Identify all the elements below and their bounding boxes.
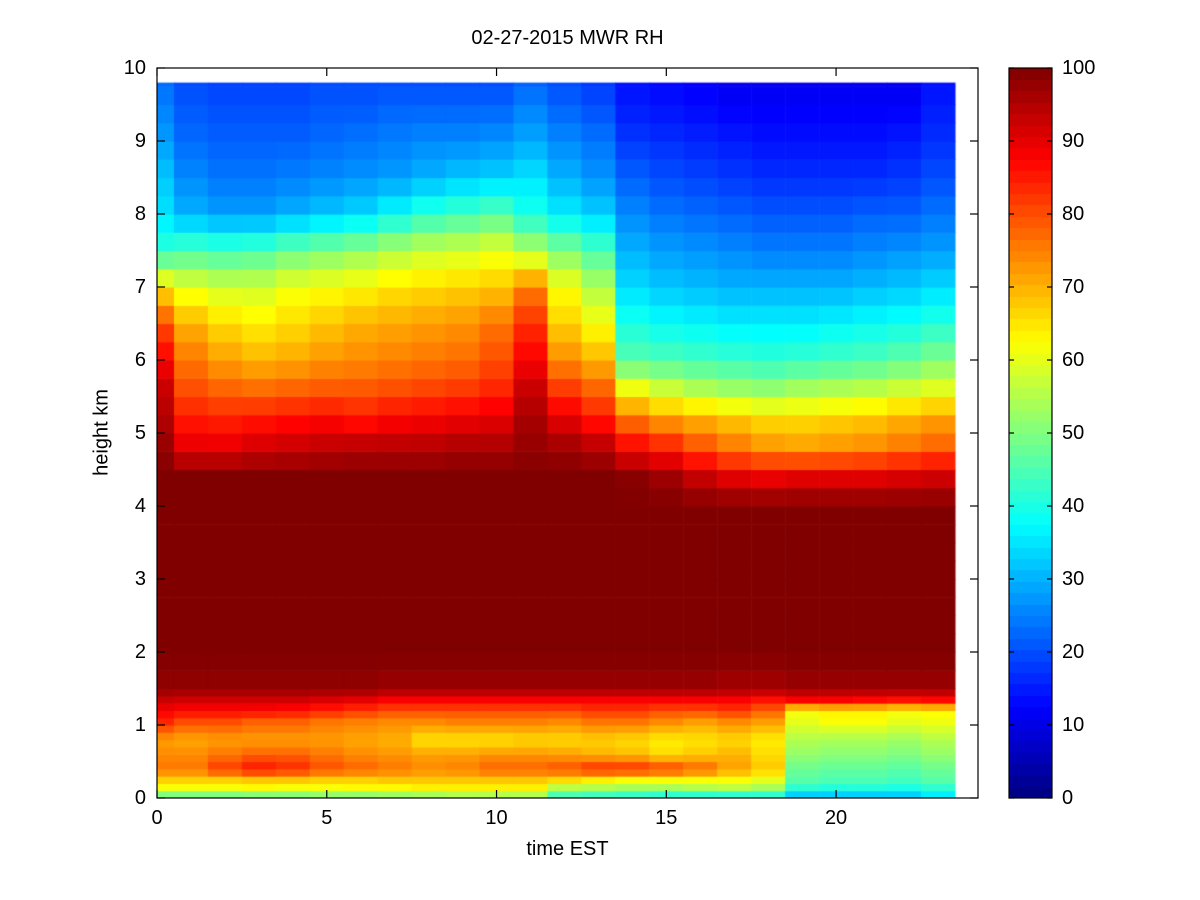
y-tick-label: 9: [134, 130, 146, 152]
colorbar-tick-label: 20: [1062, 641, 1085, 663]
y-tick-label: 10: [123, 57, 146, 79]
colorbar-tick-label: 0: [1062, 787, 1074, 809]
colorbar-tick-label: 70: [1062, 276, 1085, 298]
x-tick-label: 20: [824, 807, 848, 829]
colorbar-tick-label: 90: [1062, 130, 1085, 152]
y-tick-label: 4: [134, 495, 146, 517]
y-tick-label: 0: [134, 787, 146, 809]
y-tick-label: 7: [134, 276, 146, 298]
y-tick-label: 8: [134, 203, 146, 225]
colorbar-tick-label: 100: [1062, 57, 1096, 79]
y-tick-label: 3: [134, 568, 146, 590]
colorbar-tick-label: 40: [1062, 495, 1085, 517]
x-tick-label: 5: [321, 807, 333, 829]
x-axis-label: time EST: [526, 838, 609, 860]
y-tick-label: 5: [134, 422, 146, 444]
colorbar-tick-label: 80: [1062, 203, 1085, 225]
heatmap-canvas: [157, 68, 978, 798]
x-tick-label: 10: [485, 807, 508, 829]
y-tick-label: 2: [134, 641, 146, 663]
x-tick-label: 15: [655, 807, 678, 829]
y-tick-label: 6: [134, 349, 146, 371]
x-tick-label: 0: [151, 807, 163, 829]
chart-title: 02-27-2015 MWR RH: [471, 27, 664, 49]
colorbar-tick-label: 60: [1062, 349, 1085, 371]
y-tick-label: 1: [134, 714, 146, 736]
colorbar-canvas: [1009, 68, 1052, 798]
colorbar-tick-label: 10: [1062, 714, 1085, 736]
colorbar-tick-label: 50: [1062, 422, 1085, 444]
colorbar-tick-label: 30: [1062, 568, 1085, 590]
